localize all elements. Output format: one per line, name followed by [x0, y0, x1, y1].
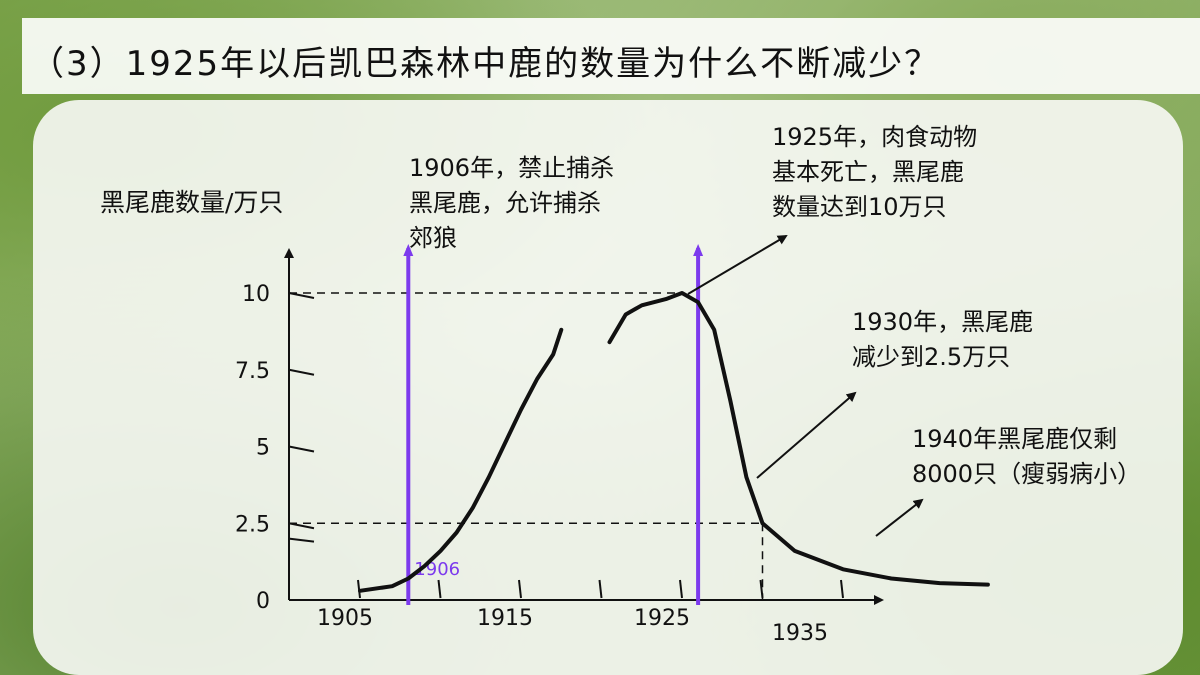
annotation-text-line: 1925年，肉食动物 — [772, 123, 977, 151]
annotation-text-line: 1940年黑尾鹿仅剩 — [912, 425, 1117, 453]
vertical-marker-cap — [403, 244, 414, 256]
title-bar — [22, 18, 1200, 94]
y-axis-label: 黑尾鹿数量/万只 — [100, 188, 283, 217]
annotation-text-line: 1906年，禁止捕杀 — [409, 154, 614, 182]
y-tick — [288, 445, 315, 453]
x-tick — [437, 579, 442, 599]
x-tick — [679, 579, 683, 599]
series-line-segment_2 — [607, 291, 990, 587]
y-tick — [288, 368, 315, 376]
annotation-text-line: 8000只（瘦弱病小） — [912, 460, 1141, 488]
x-tick — [598, 579, 603, 599]
annotation-text-line: 黑尾鹿，允许捕杀 — [409, 189, 601, 217]
annotation-arrow-1940 — [875, 498, 924, 537]
y-minor-tick — [288, 537, 315, 543]
annotation-text-line: 郊狼 — [409, 224, 457, 252]
y-tick-label: 0 — [256, 589, 270, 614]
y-tick-label: 2.5 — [235, 512, 270, 537]
chart-panel — [33, 100, 1183, 675]
x-tick-label: 1935 — [772, 621, 828, 646]
slide-title: （3）1925年以后凯巴森林中鹿的数量为什么不断减少？ — [30, 44, 941, 84]
y-tick — [288, 522, 315, 530]
x-tick-label: 1915 — [477, 606, 533, 631]
annotation-arrow-1930 — [756, 391, 857, 479]
y-tick — [288, 292, 315, 299]
x-tick — [759, 579, 764, 599]
x-tick — [357, 579, 361, 599]
x-tick-label: 1905 — [317, 606, 373, 631]
vertical-marker-cap — [693, 244, 704, 256]
annotation-text-line: 基本死亡，黑尾鹿 — [772, 158, 964, 186]
y-tick-label: 7.5 — [235, 359, 270, 384]
x-tick — [840, 579, 844, 599]
annotation-text-line: 数量达到10万只 — [772, 193, 947, 221]
x-tick-label: 1925 — [634, 606, 690, 631]
x-tick — [518, 579, 522, 599]
annotation-text-line: 减少到2.5万只 — [852, 343, 1010, 371]
y-tick-label: 5 — [256, 436, 270, 461]
annotation-text-line: 1930年，黑尾鹿 — [852, 308, 1033, 336]
annotation-arrow-1925 — [687, 234, 788, 295]
y-tick-label: 10 — [242, 282, 270, 307]
series-line-segment_1 — [358, 327, 564, 593]
